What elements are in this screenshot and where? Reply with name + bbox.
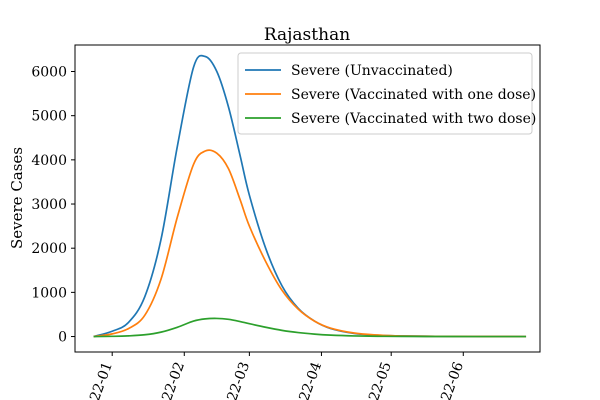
series-line-3 [93,317,527,338]
y-tick-label: 1000 [31,285,67,301]
x-tick-label: 2022-05 [360,360,395,400]
x-tick-label: 2022-01 [81,360,116,400]
legend-label-2: Severe (Vaccinated with one dose) [291,87,536,103]
legend-label-3: Severe (Vaccinated with two dose) [291,111,536,127]
series-line-2 [93,149,527,338]
x-tick-label: 2022-03 [218,360,253,400]
legend-label-1: Severe (Unvaccinated) [291,63,453,79]
y-axis-label: Severe Cases [8,147,26,249]
x-tick-label: 2022-04 [290,360,325,400]
y-tick-label: 3000 [31,197,67,213]
x-tick-label: 2022-02 [153,360,188,400]
y-axis: 0 1000 2000 3000 4000 5000 6000 [31,65,75,346]
y-tick-label: 2000 [31,241,67,257]
y-tick-label: 5000 [31,109,67,125]
y-tick-label: 0 [58,330,67,346]
legend-box [237,52,533,135]
plot-frame [74,44,541,353]
chart-title: Rajasthan [264,25,350,45]
legend: Severe (Unvaccinated) Severe (Vaccinated … [237,52,536,135]
y-tick-label: 6000 [31,65,67,81]
x-axis: 2022-01 2022-02 2022-03 2022-04 2022-05 2022-… [81,352,467,400]
x-tick-label: 2022-06 [432,360,467,400]
plot-lines [93,54,527,338]
y-tick-label: 4000 [31,153,67,169]
